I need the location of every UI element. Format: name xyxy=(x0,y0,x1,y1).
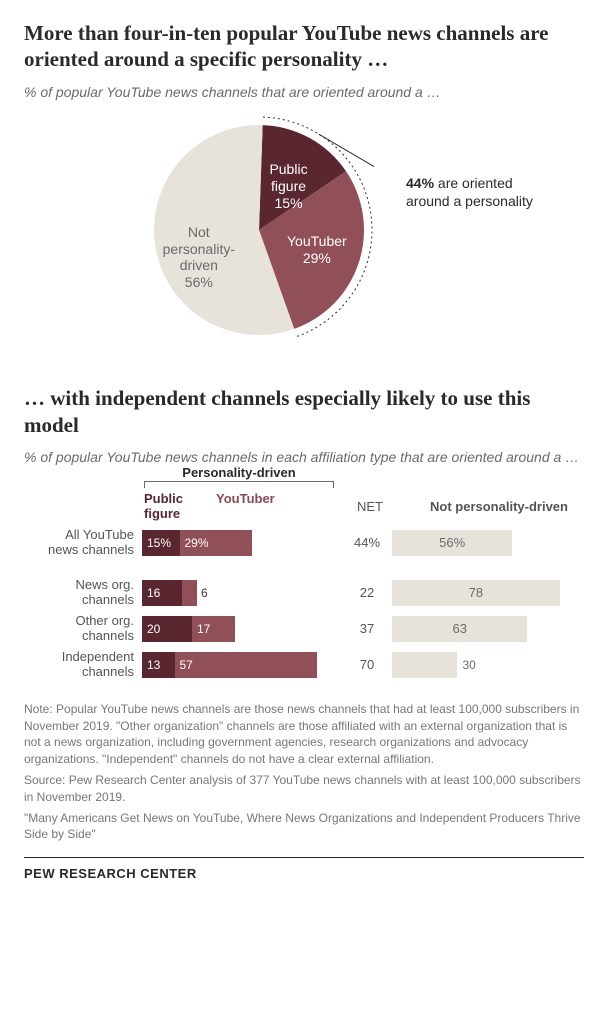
footnote-report: "Many Americans Get News on YouTube, Whe… xyxy=(24,810,584,844)
seg-not-pd: 63 xyxy=(392,616,527,642)
bar-row: Other org.channels20173763 xyxy=(24,613,584,645)
seg-youtuber: 17 xyxy=(192,616,235,642)
seg-not-pd: 78 xyxy=(392,580,560,606)
pie-chart-region: Publicfigure15% YouTuber29% Notpersonality… xyxy=(24,115,584,365)
header-col-youtuber: YouTuber xyxy=(216,491,296,506)
seg-not-pd xyxy=(392,652,457,678)
bar-row: News org.channels16 6 2278 xyxy=(24,577,584,609)
bars-header: Personality-driven Public figure YouTube… xyxy=(24,481,584,527)
not-pd-wrap: 78 xyxy=(392,580,584,606)
callout-bold: 44% xyxy=(406,175,434,191)
row-label: Independentchannels xyxy=(24,650,142,680)
row-label: All YouTubenews channels xyxy=(24,528,142,558)
not-pd-wrap: 63 xyxy=(392,616,584,642)
seg-not-pd: 56% xyxy=(392,530,512,556)
bar-row: All YouTubenews channels15%29%44%56% xyxy=(24,527,584,559)
personality-driven-stack: 16 6 xyxy=(142,580,342,606)
header-bracket xyxy=(144,481,334,482)
net-value: 70 xyxy=(342,657,392,672)
personality-driven-stack: 2017 xyxy=(142,616,342,642)
seg-youtuber xyxy=(182,580,197,606)
not-pd-wrap: 30 xyxy=(392,652,584,678)
section2-title: … with independent channels especially l… xyxy=(24,385,584,438)
brand: PEW RESEARCH CENTER xyxy=(24,857,584,881)
seg-youtuber: 29% xyxy=(180,530,253,556)
footnote-note: Note: Popular YouTube news channels are … xyxy=(24,701,584,768)
seg-public-figure: 20 xyxy=(142,616,192,642)
row-label: Other org.channels xyxy=(24,614,142,644)
bar-chart-rows: All YouTubenews channels15%29%44%56%News… xyxy=(24,527,584,681)
row-label: News org.channels xyxy=(24,578,142,608)
net-value: 37 xyxy=(342,621,392,636)
seg-public-figure: 15% xyxy=(142,530,180,556)
not-pd-value: 30 xyxy=(457,658,476,672)
footnote-source: Source: Pew Research Center analysis of … xyxy=(24,772,584,806)
header-col-net: NET xyxy=(350,499,390,514)
section1-subtitle: % of popular YouTube news channels that … xyxy=(24,83,584,102)
net-value: 44% xyxy=(342,535,392,550)
bar-row: Independentchannels13577030 xyxy=(24,649,584,681)
footnotes: Note: Popular YouTube news channels are … xyxy=(24,701,584,843)
pie-slice-label: Notpersonality-driven56% xyxy=(149,224,249,291)
net-value: 22 xyxy=(342,585,392,600)
personality-driven-stack: 15%29% xyxy=(142,530,342,556)
header-personality-driven: Personality-driven xyxy=(144,465,334,480)
pie-callout: 44% are oriented around a personality xyxy=(406,175,556,210)
pie-slice-label: Publicfigure15% xyxy=(239,161,339,211)
header-col-not-pd: Not personality-driven xyxy=(414,499,584,514)
personality-driven-stack: 1357 xyxy=(142,652,342,678)
section1-title: More than four-in-ten popular YouTube ne… xyxy=(24,20,584,73)
seg-youtuber: 6 xyxy=(197,580,208,606)
seg-youtuber: 57 xyxy=(175,652,318,678)
not-pd-wrap: 56% xyxy=(392,530,584,556)
header-col-public-figure: Public figure xyxy=(144,491,204,521)
pie-slice-label: YouTuber29% xyxy=(267,233,367,267)
seg-public-figure: 16 xyxy=(142,580,182,606)
seg-public-figure: 13 xyxy=(142,652,175,678)
